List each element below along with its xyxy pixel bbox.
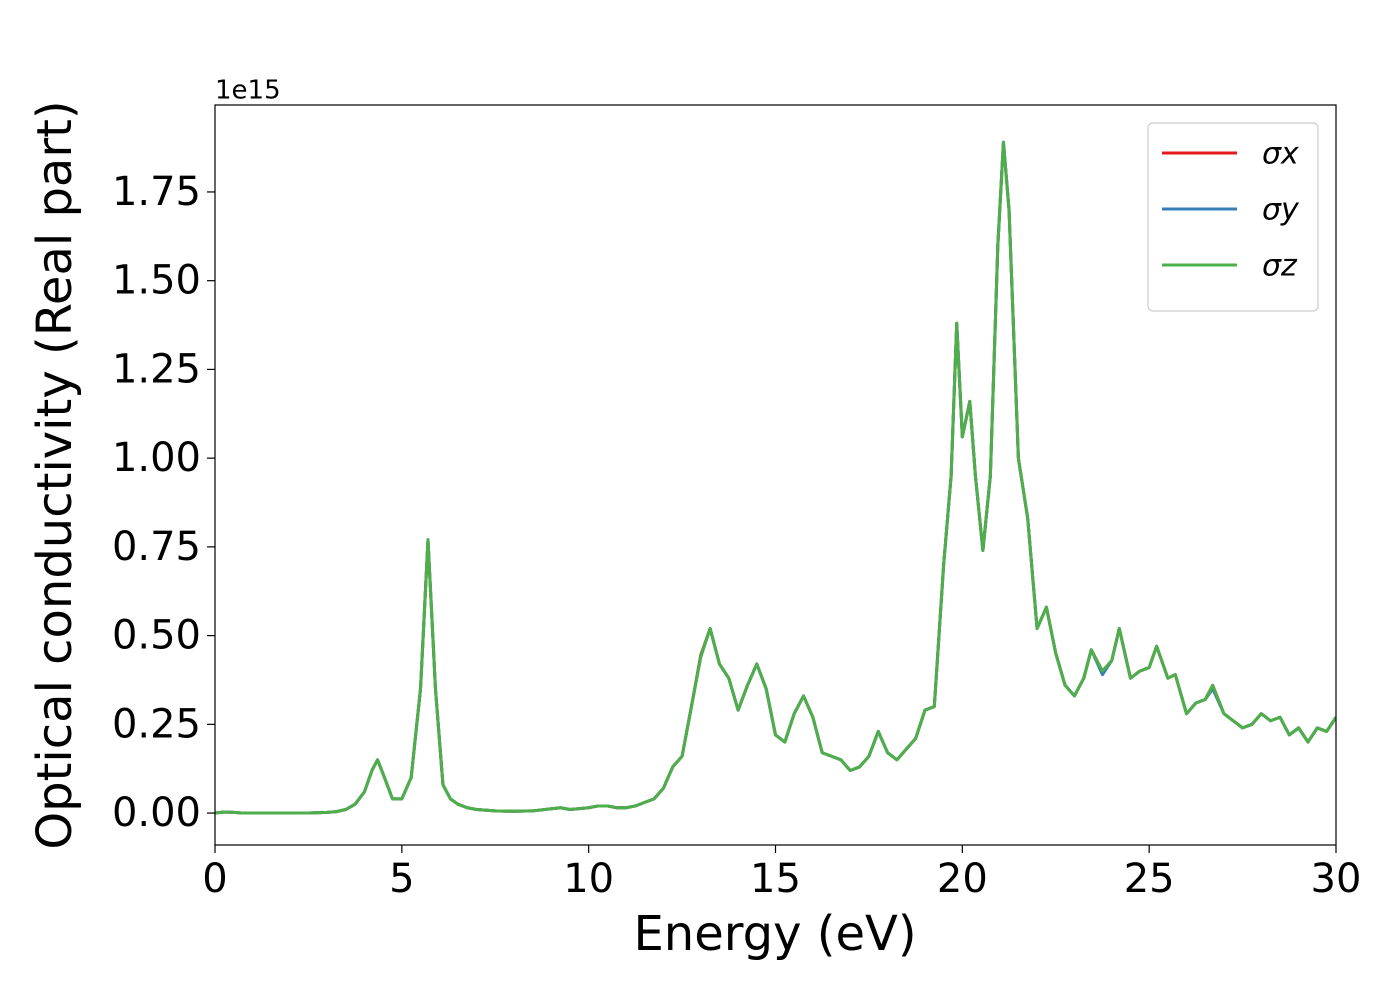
legend-label: σx <box>1262 137 1299 172</box>
legend-label: σy <box>1262 193 1300 228</box>
x-tick-label: 25 <box>1124 856 1175 902</box>
x-tick-label: 20 <box>937 856 988 902</box>
y-tick-label: 0.50 <box>112 613 201 659</box>
x-tick-label: 5 <box>389 856 414 902</box>
x-tick-label: 15 <box>750 856 801 902</box>
y-tick-label: 1.25 <box>112 346 201 392</box>
y-tick-label: 1.00 <box>112 435 201 481</box>
y-axis-label: Optical conductivity (Real part) <box>27 100 83 849</box>
y-tick-label: 0.00 <box>112 790 201 836</box>
y-tick-label: 0.75 <box>112 524 201 570</box>
legend-label: σz <box>1262 249 1298 284</box>
series-line <box>215 140 1336 815</box>
x-tick-label: 10 <box>563 856 614 902</box>
y-tick-label: 1.50 <box>112 258 201 304</box>
x-tick-label: 30 <box>1311 856 1362 902</box>
y-tick-label: 0.25 <box>112 701 201 747</box>
offset-label: 1e15 <box>215 76 281 106</box>
y-tick-label: 1.75 <box>112 169 201 215</box>
plot-frame <box>214 104 1337 846</box>
x-tick-label: 0 <box>202 856 227 902</box>
x-axis-label: Energy (eV) <box>633 906 916 962</box>
